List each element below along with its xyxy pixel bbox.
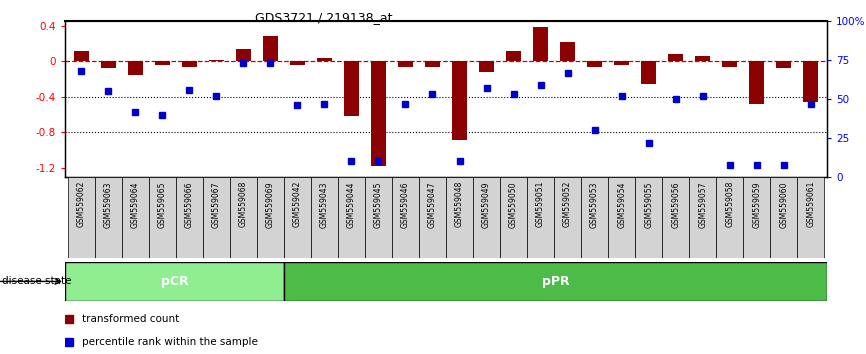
Text: GSM559049: GSM559049 xyxy=(482,181,491,228)
Bar xyxy=(317,58,332,61)
Bar xyxy=(662,177,689,258)
Bar xyxy=(149,177,176,258)
Bar xyxy=(695,56,710,61)
Bar xyxy=(669,54,683,61)
Bar xyxy=(452,61,467,139)
Bar xyxy=(68,177,94,258)
Text: GSM559060: GSM559060 xyxy=(779,181,788,228)
Bar xyxy=(716,177,743,258)
Bar xyxy=(365,177,392,258)
Bar xyxy=(371,61,386,166)
Bar xyxy=(122,177,149,258)
Bar xyxy=(500,177,527,258)
Text: GSM559062: GSM559062 xyxy=(77,181,86,228)
Bar xyxy=(209,59,223,61)
Bar xyxy=(182,61,197,67)
Bar xyxy=(284,177,311,258)
Text: GDS3721 / 219138_at: GDS3721 / 219138_at xyxy=(255,11,393,24)
Bar xyxy=(446,177,473,258)
Bar xyxy=(560,42,575,61)
Bar xyxy=(473,177,500,258)
Bar xyxy=(554,177,581,258)
Bar xyxy=(65,262,284,301)
Text: GSM559068: GSM559068 xyxy=(239,181,248,228)
Text: GSM559061: GSM559061 xyxy=(806,181,815,228)
Text: GSM559055: GSM559055 xyxy=(644,181,653,228)
Bar xyxy=(338,177,365,258)
Bar xyxy=(689,177,716,258)
Bar xyxy=(425,61,440,67)
Bar xyxy=(614,61,629,65)
Bar xyxy=(128,61,143,75)
Bar xyxy=(94,177,122,258)
Text: GSM559067: GSM559067 xyxy=(212,181,221,228)
Bar xyxy=(798,177,824,258)
Bar xyxy=(749,61,764,104)
Text: GSM559042: GSM559042 xyxy=(293,181,302,228)
Bar xyxy=(176,177,203,258)
Text: GSM559052: GSM559052 xyxy=(563,181,572,228)
Text: transformed count: transformed count xyxy=(82,314,179,325)
Bar xyxy=(263,36,278,61)
Bar xyxy=(635,177,662,258)
Text: GSM559050: GSM559050 xyxy=(509,181,518,228)
Text: percentile rank within the sample: percentile rank within the sample xyxy=(82,337,258,348)
Text: GSM559069: GSM559069 xyxy=(266,181,275,228)
Bar xyxy=(722,61,737,67)
Text: GSM559058: GSM559058 xyxy=(725,181,734,228)
Text: GSM559054: GSM559054 xyxy=(617,181,626,228)
Text: GSM559045: GSM559045 xyxy=(374,181,383,228)
Bar xyxy=(392,177,419,258)
Bar xyxy=(506,51,521,61)
Text: GSM559059: GSM559059 xyxy=(753,181,761,228)
Bar xyxy=(74,51,88,61)
Text: GSM559047: GSM559047 xyxy=(428,181,437,228)
Bar xyxy=(236,49,251,61)
Text: GSM559046: GSM559046 xyxy=(401,181,410,228)
Text: GSM559065: GSM559065 xyxy=(158,181,167,228)
Bar xyxy=(203,177,229,258)
Bar xyxy=(804,61,818,102)
Bar xyxy=(770,177,798,258)
Text: GSM559053: GSM559053 xyxy=(590,181,599,228)
Bar xyxy=(581,177,608,258)
Bar xyxy=(533,28,548,61)
Text: GSM559048: GSM559048 xyxy=(455,181,464,228)
Text: disease state: disease state xyxy=(2,276,71,286)
Bar xyxy=(776,61,792,68)
Bar xyxy=(419,177,446,258)
Bar xyxy=(587,61,602,67)
Text: GSM559044: GSM559044 xyxy=(347,181,356,228)
Bar xyxy=(344,61,359,116)
Bar xyxy=(311,177,338,258)
Bar xyxy=(641,61,656,85)
Bar xyxy=(257,177,284,258)
Text: GSM559066: GSM559066 xyxy=(184,181,194,228)
Bar xyxy=(527,177,554,258)
Text: GSM559043: GSM559043 xyxy=(320,181,329,228)
Text: GSM559051: GSM559051 xyxy=(536,181,545,228)
Bar xyxy=(155,61,170,65)
Bar xyxy=(743,177,770,258)
Text: GSM559063: GSM559063 xyxy=(104,181,113,228)
Text: GSM559056: GSM559056 xyxy=(671,181,680,228)
Text: GSM559057: GSM559057 xyxy=(698,181,708,228)
Text: pCR: pCR xyxy=(160,275,188,288)
Bar xyxy=(284,262,827,301)
Bar xyxy=(398,61,413,67)
Text: pPR: pPR xyxy=(541,275,569,288)
Bar xyxy=(229,177,257,258)
Bar xyxy=(290,61,305,65)
Bar xyxy=(479,61,494,72)
Text: GSM559064: GSM559064 xyxy=(131,181,139,228)
Bar xyxy=(100,61,116,68)
Bar xyxy=(608,177,635,258)
